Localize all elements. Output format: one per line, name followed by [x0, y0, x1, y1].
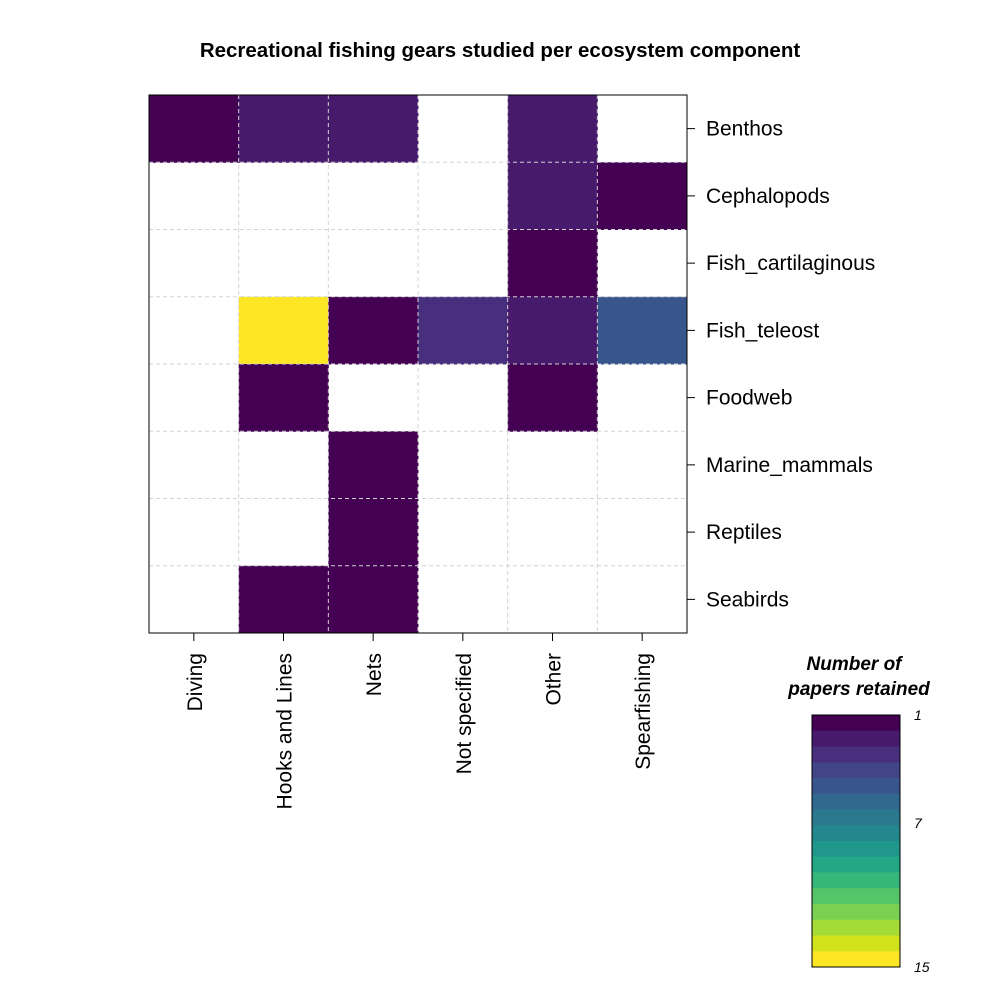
x-tick-label-spearfishing: Spearfishing: [632, 653, 655, 770]
legend-color-step: [812, 809, 900, 826]
legend-tick-label: 1: [914, 707, 922, 723]
legend-border: [811, 714, 901, 968]
legend-colorbar: [811, 714, 901, 968]
legend-color-step: [812, 841, 900, 858]
cell-cephalopods-other: [507, 162, 598, 230]
legend-color-step: [812, 778, 900, 795]
y-tick-label-cephalopods: Cephalopods: [706, 185, 830, 208]
chart-title: Recreational fishing gears studied per e…: [200, 39, 801, 62]
cell-foodweb-other: [507, 364, 598, 432]
cell-fish-teleost-hooks-and-lines: [238, 296, 329, 365]
cell-benthos-nets: [328, 95, 419, 163]
legend-title-line-2: papers retained: [787, 679, 930, 700]
y-tick-label-benthos: Benthos: [706, 118, 783, 141]
legend-tick-label: 7: [914, 815, 923, 831]
cell-cephalopods-spearfishing: [597, 162, 688, 230]
legend-color-step: [812, 872, 900, 889]
x-tick-label-other: Other: [543, 653, 566, 706]
cell-seabirds-nets: [328, 565, 419, 634]
plot-border: [148, 94, 688, 634]
x-tick-label-diving: Diving: [184, 653, 207, 711]
cell-reptiles-nets: [328, 498, 419, 567]
cell-fish-teleost-nets: [328, 296, 419, 365]
cell-benthos-other: [507, 95, 598, 163]
cell-fish-teleost-not-specified: [418, 296, 509, 365]
legend-color-step: [812, 825, 900, 842]
legend-color-step: [812, 904, 900, 921]
cell-fish-teleost-other: [507, 296, 598, 365]
y-tick-label-seabirds: Seabirds: [706, 588, 789, 611]
cell-marine-mammals-nets: [328, 431, 419, 499]
x-tick-label-not-specified: Not specified: [453, 653, 476, 774]
legend-color-step: [812, 951, 900, 968]
legend-color-step: [812, 856, 900, 873]
y-tick-label-marine-mammals: Marine_mammals: [706, 454, 873, 477]
legend-color-step: [812, 715, 900, 732]
y-axis: Benthos Cephalopods Fish_cartilaginous Fish…: [687, 118, 875, 611]
legend-color-step: [812, 919, 900, 936]
y-tick-label-foodweb: Foodweb: [706, 387, 792, 410]
cell-fish-teleost-spearfishing: [597, 296, 688, 365]
y-tick-label-fish-teleost: Fish_teleost: [706, 319, 819, 342]
legend-color-step: [812, 793, 900, 810]
y-tick-label-reptiles: Reptiles: [706, 521, 782, 544]
legend-color-step: [812, 888, 900, 905]
x-axis: Diving Hooks and Lines Nets Not specified Ot…: [184, 633, 655, 809]
heatmap-gridlines: [149, 95, 687, 633]
legend-color-step: [812, 762, 900, 779]
x-tick-label-nets: Nets: [363, 653, 386, 696]
legend-color-step: [812, 746, 900, 763]
legend-tick-label: 15: [914, 959, 930, 975]
heatmap-cells: [149, 95, 688, 634]
legend-title-line-1: Number of: [807, 654, 904, 675]
y-tick-label-fish-cartilaginous: Fish_cartilaginous: [706, 252, 875, 275]
legend-color-step: [812, 935, 900, 952]
cell-foodweb-hooks-and-lines: [238, 364, 329, 432]
x-tick-label-hooks-and-lines: Hooks and Lines: [274, 653, 297, 809]
cell-benthos-hooks-and-lines: [238, 95, 329, 163]
cell-fish-cartilaginous-other: [507, 229, 598, 298]
cell-benthos-diving: [149, 95, 240, 163]
legend-color-step: [812, 730, 900, 747]
cell-seabirds-hooks-and-lines: [238, 565, 329, 634]
